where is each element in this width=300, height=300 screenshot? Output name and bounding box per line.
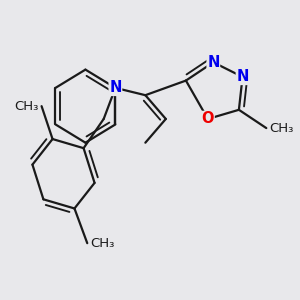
Text: N: N <box>236 69 249 84</box>
Text: CH₃: CH₃ <box>14 100 39 113</box>
Text: N: N <box>109 80 122 95</box>
Text: CH₃: CH₃ <box>269 122 294 135</box>
Text: N: N <box>207 55 220 70</box>
Text: CH₃: CH₃ <box>90 237 115 250</box>
Text: O: O <box>202 111 214 126</box>
